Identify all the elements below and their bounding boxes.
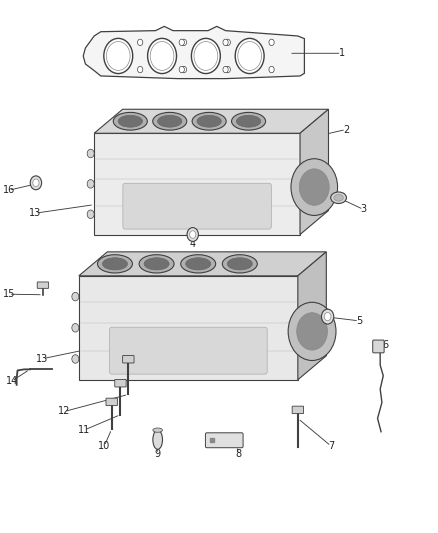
Circle shape xyxy=(72,324,79,332)
Circle shape xyxy=(30,176,42,190)
Text: 11: 11 xyxy=(78,425,90,435)
Circle shape xyxy=(324,312,331,321)
Polygon shape xyxy=(79,276,298,379)
Circle shape xyxy=(33,179,39,187)
FancyBboxPatch shape xyxy=(123,356,134,363)
Circle shape xyxy=(87,210,94,219)
FancyBboxPatch shape xyxy=(115,379,126,387)
Circle shape xyxy=(87,180,94,188)
Circle shape xyxy=(288,302,336,360)
Text: 12: 12 xyxy=(58,407,71,416)
Polygon shape xyxy=(94,109,328,133)
Text: 15: 15 xyxy=(3,289,15,299)
Ellipse shape xyxy=(223,255,257,273)
Ellipse shape xyxy=(113,112,147,130)
Circle shape xyxy=(299,169,329,205)
Polygon shape xyxy=(298,252,326,379)
Circle shape xyxy=(181,66,187,72)
Circle shape xyxy=(138,66,143,72)
Ellipse shape xyxy=(98,255,132,273)
Ellipse shape xyxy=(118,115,142,127)
Circle shape xyxy=(225,66,230,72)
Text: 1: 1 xyxy=(339,49,345,58)
Circle shape xyxy=(291,159,338,215)
Ellipse shape xyxy=(227,258,252,270)
Ellipse shape xyxy=(144,258,169,270)
Polygon shape xyxy=(300,109,328,235)
Text: 10: 10 xyxy=(98,441,110,451)
Circle shape xyxy=(223,66,228,72)
Circle shape xyxy=(148,38,177,74)
Text: 14: 14 xyxy=(6,376,18,386)
Circle shape xyxy=(297,313,328,350)
Circle shape xyxy=(187,228,198,241)
Ellipse shape xyxy=(153,428,162,432)
Ellipse shape xyxy=(158,115,182,127)
Text: 4: 4 xyxy=(190,239,196,248)
Text: 7: 7 xyxy=(328,441,334,451)
Text: 6: 6 xyxy=(382,341,389,350)
Ellipse shape xyxy=(181,255,215,273)
Ellipse shape xyxy=(237,115,261,127)
Circle shape xyxy=(190,231,196,238)
Text: 3: 3 xyxy=(360,205,367,214)
Text: 2: 2 xyxy=(343,125,349,134)
Ellipse shape xyxy=(334,195,343,201)
Circle shape xyxy=(72,355,79,364)
Ellipse shape xyxy=(102,258,127,270)
Ellipse shape xyxy=(186,258,211,270)
Text: 8: 8 xyxy=(236,449,242,459)
FancyBboxPatch shape xyxy=(123,183,271,229)
Circle shape xyxy=(269,39,274,46)
Polygon shape xyxy=(83,26,304,78)
Ellipse shape xyxy=(192,112,226,130)
Ellipse shape xyxy=(153,112,187,130)
Text: 13: 13 xyxy=(36,354,49,364)
Circle shape xyxy=(104,38,133,74)
Text: 13: 13 xyxy=(29,208,41,218)
Text: 9: 9 xyxy=(155,449,161,459)
Polygon shape xyxy=(79,252,326,276)
Circle shape xyxy=(72,292,79,301)
FancyBboxPatch shape xyxy=(110,327,267,374)
Circle shape xyxy=(138,39,143,46)
Circle shape xyxy=(87,149,94,158)
FancyBboxPatch shape xyxy=(373,340,384,353)
Ellipse shape xyxy=(331,192,346,204)
Circle shape xyxy=(225,39,230,46)
Circle shape xyxy=(321,309,334,324)
Circle shape xyxy=(181,39,187,46)
Text: 2: 2 xyxy=(115,268,121,278)
Circle shape xyxy=(223,39,228,46)
Text: 16: 16 xyxy=(3,185,15,195)
Circle shape xyxy=(269,66,274,72)
FancyBboxPatch shape xyxy=(292,406,304,414)
Circle shape xyxy=(179,39,184,46)
Circle shape xyxy=(191,38,220,74)
Ellipse shape xyxy=(232,112,265,130)
Ellipse shape xyxy=(139,255,174,273)
FancyBboxPatch shape xyxy=(106,398,117,406)
Text: 5: 5 xyxy=(356,316,362,326)
Polygon shape xyxy=(94,133,300,235)
Circle shape xyxy=(179,66,184,72)
Ellipse shape xyxy=(153,430,162,449)
FancyBboxPatch shape xyxy=(205,433,243,448)
FancyBboxPatch shape xyxy=(37,282,49,288)
Circle shape xyxy=(235,38,264,74)
Ellipse shape xyxy=(197,115,221,127)
